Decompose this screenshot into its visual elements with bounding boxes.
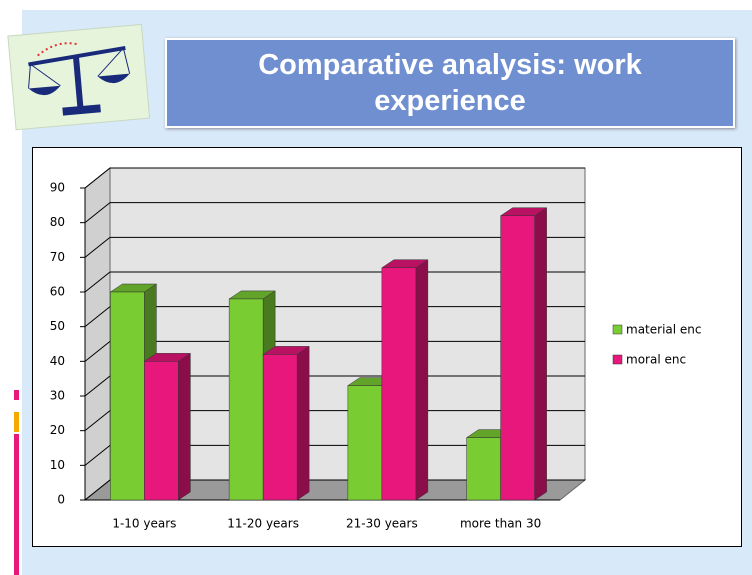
y-tick-label: 0 [57, 493, 65, 507]
slide: Comparative analysis: work experience 0 1… [0, 0, 752, 575]
bar [348, 386, 382, 500]
slide-title: Comparative analysis: work experience [200, 47, 700, 119]
x-tick-label: 21-30 years [346, 517, 418, 531]
x-tick-label: 11-20 years [227, 517, 299, 531]
y-tick-label: 50 [50, 319, 65, 333]
legend-label: moral enc [626, 353, 686, 367]
title-box: Comparative analysis: work experience [165, 38, 735, 128]
y-tick-label: 70 [50, 250, 65, 264]
bar [501, 216, 535, 500]
bar [467, 438, 501, 500]
bar [110, 292, 144, 500]
bar [382, 268, 416, 500]
x-tick-label: 1-10 years [112, 517, 176, 531]
chart: 0 10 20 30 40 50 60 70 80 90 1-10 years 11-20 years… [33, 148, 741, 546]
side-wall [85, 168, 110, 500]
side-accent [14, 434, 19, 575]
legend-label: material enc [626, 323, 702, 337]
y-tick-label: 30 [50, 389, 65, 403]
legend-swatch [613, 325, 622, 334]
y-tick-label: 40 [50, 354, 65, 368]
y-tick-label: 20 [50, 423, 65, 437]
legend-swatch [613, 355, 622, 364]
x-tick-label: more than 30 [460, 517, 541, 531]
bar [144, 361, 178, 500]
bar [263, 354, 297, 500]
scales-icon [8, 24, 150, 129]
bar-side [535, 208, 547, 500]
y-tick-label: 80 [50, 215, 65, 229]
bar-side [178, 353, 190, 500]
y-tick-label: 60 [50, 285, 65, 299]
bar [229, 299, 263, 500]
bar-side [416, 260, 428, 500]
bar-side [297, 346, 309, 500]
y-tick-label: 90 [50, 181, 65, 195]
side-accent [14, 390, 19, 400]
y-tick-label: 10 [50, 458, 65, 472]
side-accent [14, 412, 19, 432]
